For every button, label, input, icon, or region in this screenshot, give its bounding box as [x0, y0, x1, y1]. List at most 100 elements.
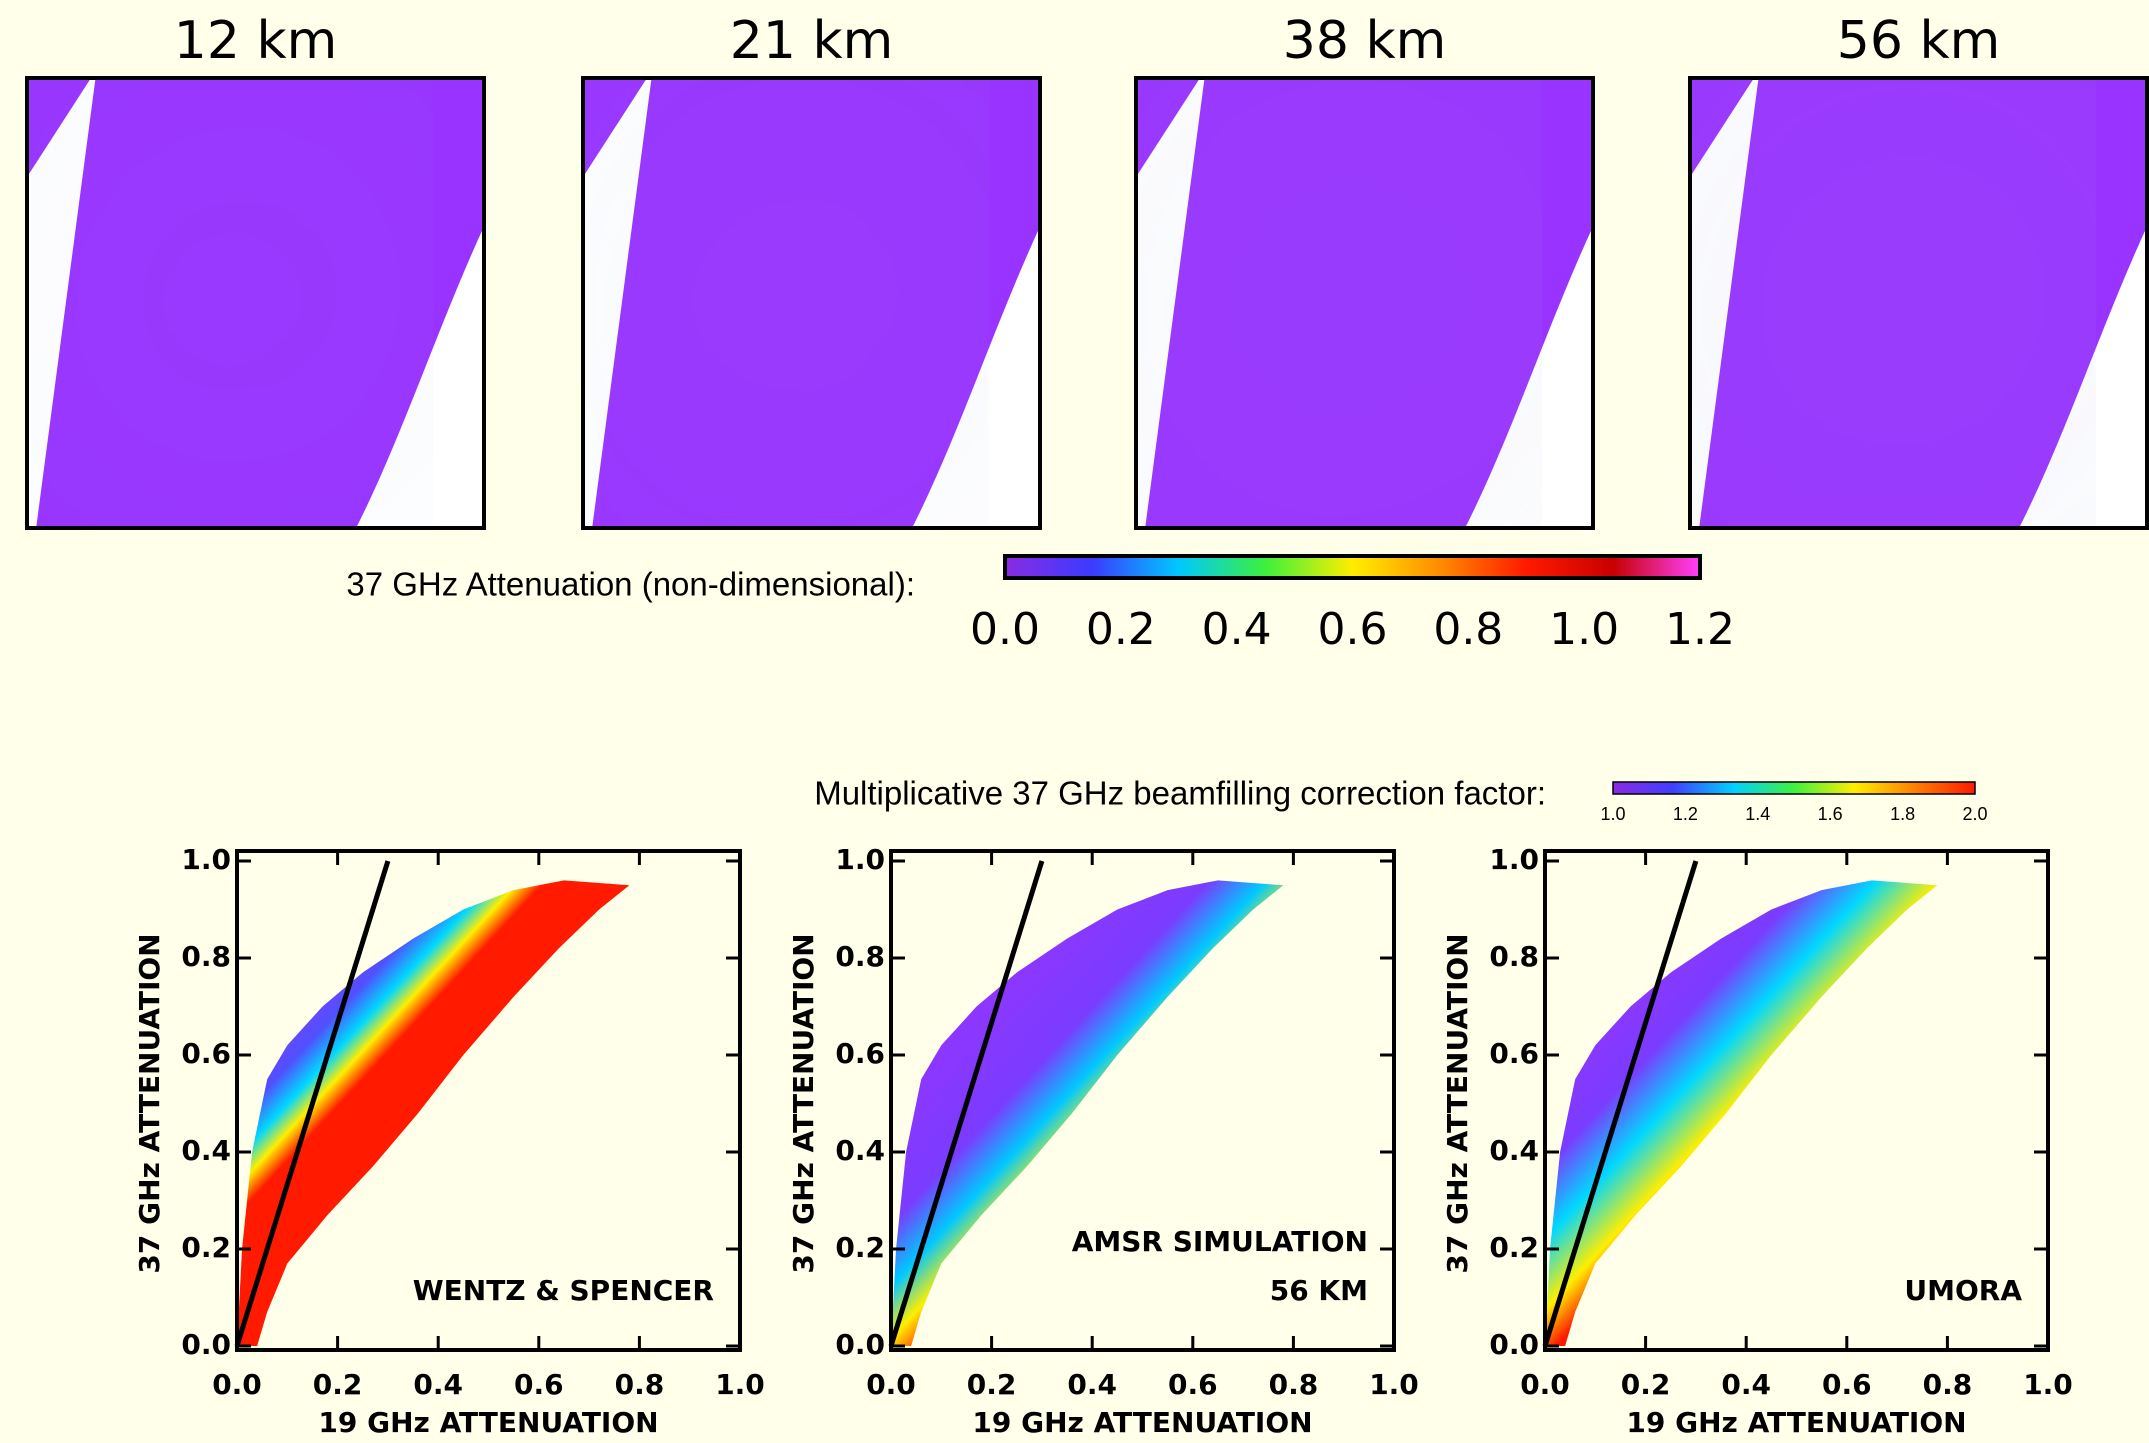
- y-tick-label: 0.4: [181, 1134, 231, 1167]
- colorbar-tick-label: 1.2: [1673, 804, 1698, 824]
- plot-frame: [889, 849, 1396, 1352]
- y-tick-label: 0.4: [835, 1134, 885, 1167]
- rain-features: [68, 78, 385, 528]
- map-frame: [581, 76, 1042, 530]
- y-tick-label: 0.2: [1489, 1231, 1539, 1264]
- rain-cell: [670, 308, 690, 365]
- x-tick-label: 0.0: [1520, 1368, 1570, 1401]
- x-tick-label: 0.0: [212, 1368, 262, 1401]
- colorbar-tick-label: 1.0: [1549, 604, 1619, 655]
- x-tick-label: 0.8: [1923, 1368, 1973, 1401]
- reference-line: [234, 860, 391, 1347]
- reference-line: [888, 860, 1045, 1347]
- annotation: 56 KM: [1270, 1274, 1368, 1307]
- rain-cell: [1223, 308, 1243, 365]
- colorbar-tick-label: 1.0: [1600, 804, 1625, 824]
- x-tick-label: 0.2: [967, 1368, 1017, 1401]
- annotation: WENTZ & SPENCER: [413, 1274, 714, 1307]
- map-title: 21 km: [730, 11, 893, 71]
- swath-corner: [583, 78, 647, 177]
- annotation: UMORA: [1904, 1274, 2022, 1307]
- colorbar-tick-label: 1.6: [1818, 804, 1843, 824]
- colorbar-tick-label: 0.4: [1202, 604, 1272, 655]
- map-panel: [1136, 78, 1593, 528]
- rain-band: [635, 78, 873, 528]
- colorbar: [1003, 554, 1702, 580]
- y-tick-label: 0.8: [181, 940, 231, 973]
- scatter-cloud: [1545, 880, 1938, 1346]
- x-axis-label: 19 GHz ATTENUATION: [318, 1406, 658, 1439]
- scatter-cloud: [237, 880, 630, 1346]
- map-panel: [583, 78, 1040, 528]
- map-title: 56 km: [1837, 11, 2000, 71]
- rain-band: [1316, 98, 1486, 247]
- x-tick-label: 0.8: [615, 1368, 665, 1401]
- x-tick-label: 0.6: [514, 1368, 564, 1401]
- y-axis-label: 37 GHz ATTENUATION: [787, 933, 820, 1273]
- y-tick-label: 0.6: [1489, 1037, 1539, 1070]
- rain-features: [619, 78, 945, 528]
- x-tick-label: 0.2: [1621, 1368, 1671, 1401]
- y-axis-label: 37 GHz ATTENUATION: [133, 933, 166, 1273]
- colorbar-tick-label: 0.0: [970, 604, 1040, 655]
- y-tick-label: 0.4: [1489, 1134, 1539, 1167]
- annotation: AMSR SIMULATION: [1072, 1225, 1368, 1258]
- x-tick-label: 0.8: [1269, 1368, 1319, 1401]
- colorbar-tick-label: 1.2: [1665, 604, 1735, 655]
- rain-band: [80, 78, 317, 528]
- map-frame: [1688, 76, 2149, 530]
- swath-corner: [27, 78, 91, 177]
- x-tick-label: 0.4: [1721, 1368, 1771, 1401]
- map-title: 12 km: [174, 11, 337, 71]
- map-title: 38 km: [1283, 11, 1446, 71]
- swath-corner: [1136, 78, 1200, 177]
- x-tick-label: 1.0: [715, 1368, 765, 1401]
- plot-frame: [1543, 849, 2050, 1352]
- reference-line: [1542, 860, 1699, 1347]
- x-axis-label: 19 GHz ATTENUATION: [972, 1406, 1312, 1439]
- swath: [36, 78, 484, 528]
- map-frame: [25, 76, 486, 530]
- rain-cell: [114, 308, 134, 365]
- x-tick-label: 0.6: [1168, 1368, 1218, 1401]
- y-tick-label: 1.0: [181, 843, 231, 876]
- x-tick-label: 0.4: [413, 1368, 463, 1401]
- rain-cell: [1777, 308, 1797, 365]
- y-tick-label: 0.6: [181, 1037, 231, 1070]
- y-tick-label: 0.6: [835, 1037, 885, 1070]
- swath-corner: [1690, 78, 1754, 177]
- y-axis-label: 37 GHz ATTENUATION: [1441, 933, 1474, 1273]
- x-tick-label: 0.2: [313, 1368, 363, 1401]
- rain-band: [1741, 78, 1981, 528]
- x-tick-label: 0.0: [866, 1368, 916, 1401]
- y-tick-label: 0.2: [835, 1231, 885, 1264]
- rain-features: [1167, 78, 1501, 528]
- rain-band: [1188, 78, 1427, 528]
- x-tick-label: 0.4: [1067, 1368, 1117, 1401]
- y-tick-label: 0.0: [835, 1328, 885, 1361]
- y-tick-label: 1.0: [835, 843, 885, 876]
- y-tick-label: 1.0: [1489, 843, 1539, 876]
- colorbar-label: Multiplicative 37 GHz beamfilling correc…: [814, 775, 1546, 812]
- swath: [592, 78, 1040, 528]
- y-tick-label: 0.0: [1489, 1328, 1539, 1361]
- rain-band: [764, 98, 932, 247]
- colorbar-tick-label: 0.6: [1318, 604, 1388, 655]
- x-tick-label: 1.0: [2023, 1368, 2073, 1401]
- map-frame: [1134, 76, 1595, 530]
- y-tick-label: 0.2: [181, 1231, 231, 1264]
- colorbar-label: 37 GHz Attenuation (non-dimensional):: [346, 566, 915, 603]
- map-panel: [1690, 78, 2147, 528]
- y-tick-label: 0.8: [835, 940, 885, 973]
- colorbar-tick-label: 2.0: [1962, 804, 1987, 824]
- swath: [1145, 78, 1593, 528]
- plot-frame: [235, 849, 742, 1352]
- colorbar-tick-label: 1.8: [1890, 804, 1915, 824]
- map-panel: [27, 78, 484, 528]
- y-tick-label: 0.8: [1489, 940, 1539, 973]
- colorbar-tick-label: 1.4: [1745, 804, 1770, 824]
- colorbar: [1612, 781, 1976, 795]
- y-tick-label: 0.0: [181, 1328, 231, 1361]
- x-tick-label: 1.0: [1369, 1368, 1419, 1401]
- rain-band: [1870, 98, 2040, 247]
